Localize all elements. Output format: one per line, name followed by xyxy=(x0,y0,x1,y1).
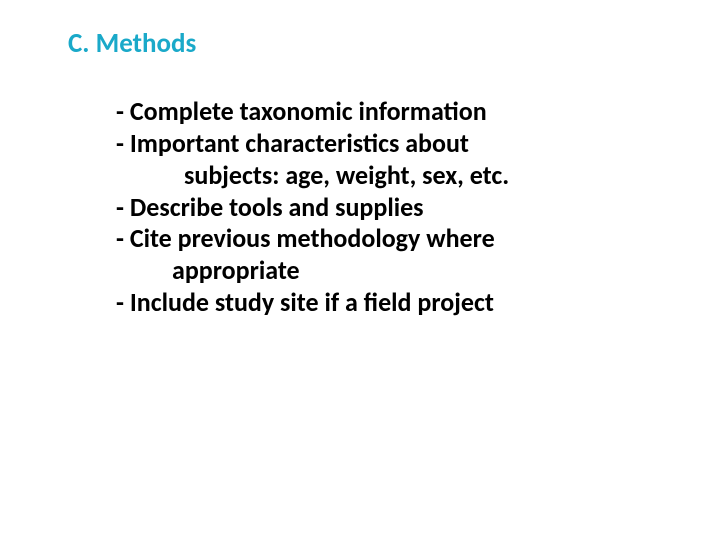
list-item: - Important characteristics about xyxy=(116,128,720,160)
bullet-prefix: - Describe xyxy=(116,191,229,223)
list-item: - Include study site if a field project xyxy=(116,287,720,319)
bullet-body: characteristics about xyxy=(245,127,469,159)
bullet-body: previous methodology where xyxy=(178,222,495,254)
list-item: - Complete taxonomic information xyxy=(116,96,720,128)
bullet-prefix: - Cite xyxy=(116,222,178,254)
bullet-body: appropriate xyxy=(172,254,300,286)
list-item: - Describe tools and supplies xyxy=(116,192,720,224)
bullet-body: subjects: age, weight, sex, etc. xyxy=(184,159,509,191)
bullet-prefix: - Include xyxy=(116,286,215,318)
bullet-body: study site if a field project xyxy=(215,286,494,318)
list-item: - Cite previous methodology where xyxy=(116,223,720,255)
heading-text: C. Methods xyxy=(68,27,196,60)
list-item: subjects: age, weight, sex, etc. xyxy=(116,160,720,192)
section-heading: C. Methods xyxy=(68,28,720,60)
bullet-prefix: - Complete xyxy=(116,95,240,127)
bullet-list: - Complete taxonomic information - Impor… xyxy=(116,96,720,318)
bullet-body: tools and supplies xyxy=(229,191,423,223)
bullet-prefix: - Important xyxy=(116,127,245,159)
bullet-body: taxonomic information xyxy=(240,95,487,127)
slide: C. Methods - Complete taxonomic informat… xyxy=(0,0,720,540)
list-item: appropriate xyxy=(116,255,720,287)
